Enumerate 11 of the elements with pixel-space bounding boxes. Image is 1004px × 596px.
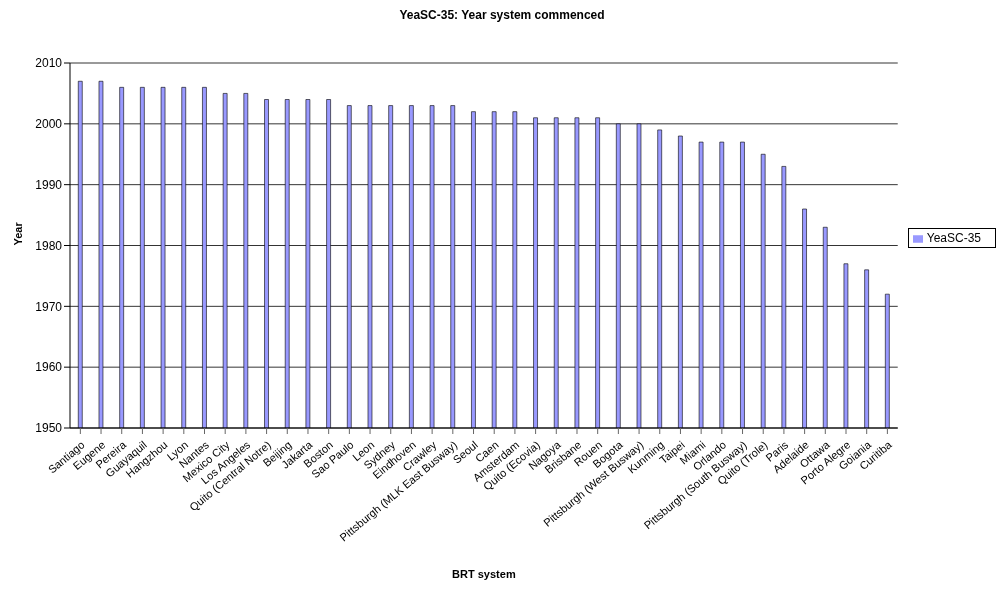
y-tick-label: 2000 xyxy=(35,117,63,132)
y-tick-label: 1950 xyxy=(35,421,63,436)
y-tick-label: 1970 xyxy=(35,299,63,314)
legend-label: YeaSC-35 xyxy=(926,231,981,245)
y-tick-label: 2010 xyxy=(35,56,63,71)
y-tick-label: 1990 xyxy=(35,177,63,192)
x-axis-title: BRT system xyxy=(452,568,516,580)
y-axis-title: Year xyxy=(11,221,24,246)
y-tick-label: 1980 xyxy=(35,238,63,253)
y-tick-label: 1960 xyxy=(35,360,63,375)
chart-title: YeaSC-35: Year system commenced xyxy=(398,8,606,22)
